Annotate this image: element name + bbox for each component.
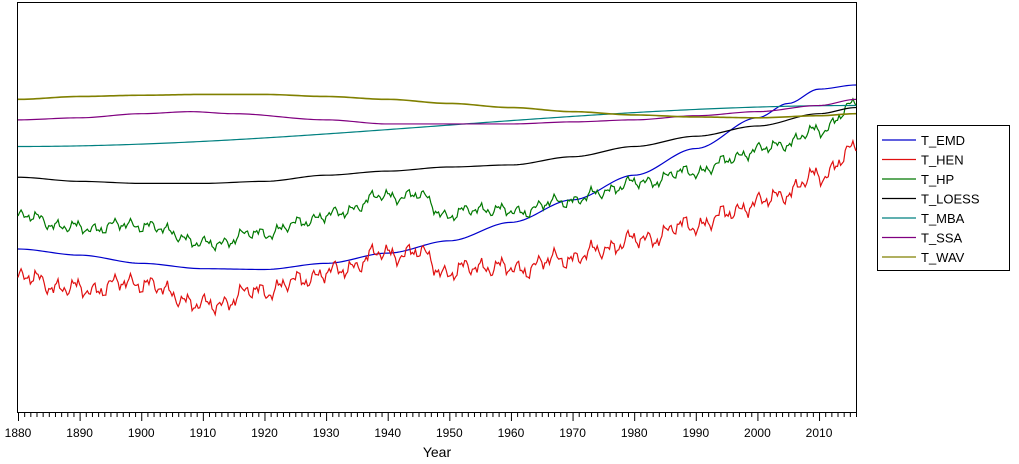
legend-label: T_MBA	[921, 211, 965, 226]
x-tick-label: 1990	[682, 426, 709, 440]
series-line-t-hen	[17, 138, 857, 317]
x-tick-label: 1900	[128, 426, 155, 440]
series-line-t-mba	[18, 104, 856, 148]
series-line-t-loess	[17, 106, 857, 184]
legend-label: T_LOESS	[921, 192, 980, 207]
x-tick-label: 1970	[559, 426, 586, 440]
x-tick-label: 1930	[313, 426, 340, 440]
legend-label: T_WAV	[921, 250, 965, 265]
x-tick-label: 1910	[190, 426, 217, 440]
plot-area	[17, 2, 857, 413]
series-layer	[17, 84, 857, 317]
x-tick-label: 1980	[621, 426, 648, 440]
legend-label: T_HEN	[921, 153, 964, 168]
x-tick-label: 2000	[744, 426, 771, 440]
x-tick-label: 1950	[436, 426, 463, 440]
series-line-t-emd	[17, 84, 857, 271]
legend-label: T_EMD	[921, 133, 965, 148]
x-tick-label: 1880	[5, 426, 32, 440]
x-tick-label: 1890	[66, 426, 93, 440]
series-line-t-wav	[17, 93, 857, 119]
x-tick-label: 2010	[806, 426, 833, 440]
legend-items: T_EMD T_HEN T_HP T_LOESS T_MBA T_SSA T_WAV	[882, 133, 980, 265]
x-tick-label: 1920	[251, 426, 278, 440]
legend-label: T_SSA	[921, 231, 963, 246]
series-line-t-ssa	[17, 98, 857, 125]
x-tick-label: 1960	[498, 426, 525, 440]
x-tick-label: 1940	[374, 426, 401, 440]
legend-label: T_HP	[921, 172, 954, 187]
series-line-t-hp	[17, 97, 857, 253]
legend: T_EMD T_HEN T_HP T_LOESS T_MBA T_SSA T_WAV	[877, 125, 1010, 271]
x-axis: 1880 1890 1900 1910 1920 1930 1940 1950 1960 1970…	[5, 413, 857, 440]
x-axis-title: Year	[423, 444, 452, 460]
